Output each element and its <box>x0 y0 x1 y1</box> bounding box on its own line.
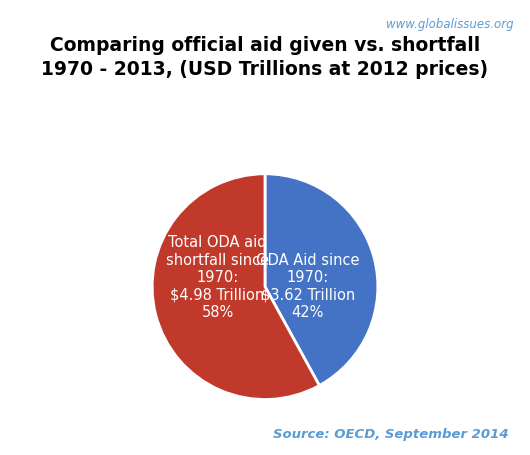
Wedge shape <box>265 174 378 385</box>
Text: Total ODA aid
shortfall since
1970:
$4.98 Trillion
58%: Total ODA aid shortfall since 1970: $4.9… <box>166 235 269 320</box>
Text: www.globalissues.org: www.globalissues.org <box>386 18 514 31</box>
Wedge shape <box>152 174 320 399</box>
Text: ODA Aid since
1970:
$3.62 Trillion
42%: ODA Aid since 1970: $3.62 Trillion 42% <box>256 253 360 320</box>
Text: Comparing official aid given vs. shortfall
1970 - 2013, (USD Trillions at 2012 p: Comparing official aid given vs. shortfa… <box>41 36 489 79</box>
Text: Source: OECD, September 2014: Source: OECD, September 2014 <box>273 428 509 441</box>
